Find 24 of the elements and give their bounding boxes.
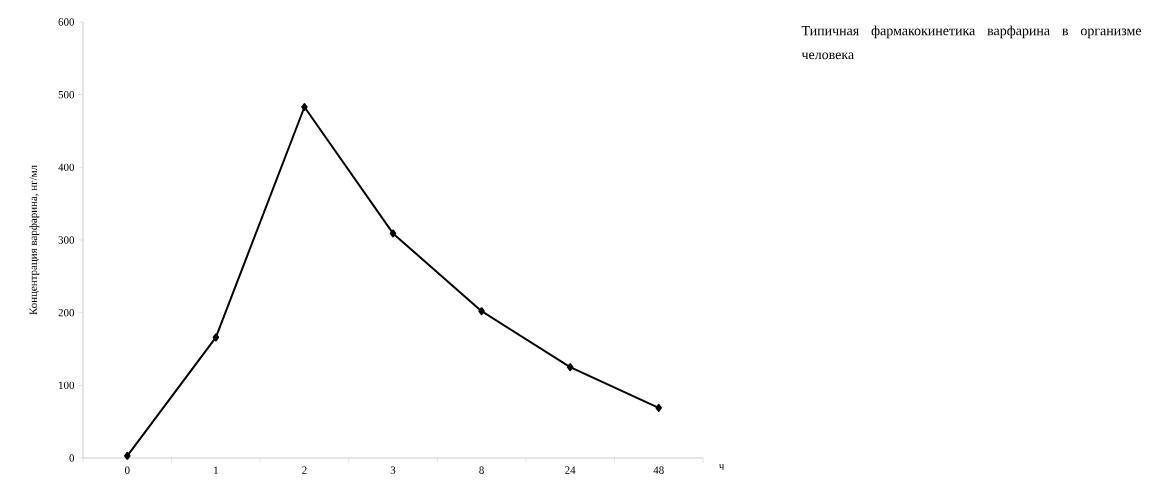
y-tick-label: 200 xyxy=(58,308,75,317)
point xyxy=(301,103,308,112)
y-tick-label: 400 xyxy=(58,163,75,172)
point xyxy=(124,451,131,460)
x-tick-label: 0 xyxy=(124,466,130,474)
x-tick-label: 8 xyxy=(479,466,484,474)
point xyxy=(478,307,485,316)
point xyxy=(389,229,397,238)
x-tick-label: 48 xyxy=(653,466,664,474)
y-tick-label: 500 xyxy=(58,90,75,99)
x-tick-label: 1 xyxy=(214,466,218,474)
y-axis-title: Концентрация варфарина, нг/мл xyxy=(29,165,40,315)
point xyxy=(655,403,662,412)
point xyxy=(212,333,220,342)
text: Типичная фармакокинетика варфарина в организме человека xyxy=(801,25,1142,60)
point xyxy=(566,363,574,372)
x-tick-label: 3 xyxy=(390,466,396,474)
x-axis-title: ч xyxy=(719,464,725,470)
y-tick-label: 100 xyxy=(59,381,75,390)
y-tick-label: 300 xyxy=(58,236,75,244)
x-tick-label: 2 xyxy=(302,466,307,474)
y-tick-label: 600 xyxy=(58,18,75,26)
x-tick-label: 24 xyxy=(565,466,576,474)
y-tick-label: 0 xyxy=(69,454,75,462)
